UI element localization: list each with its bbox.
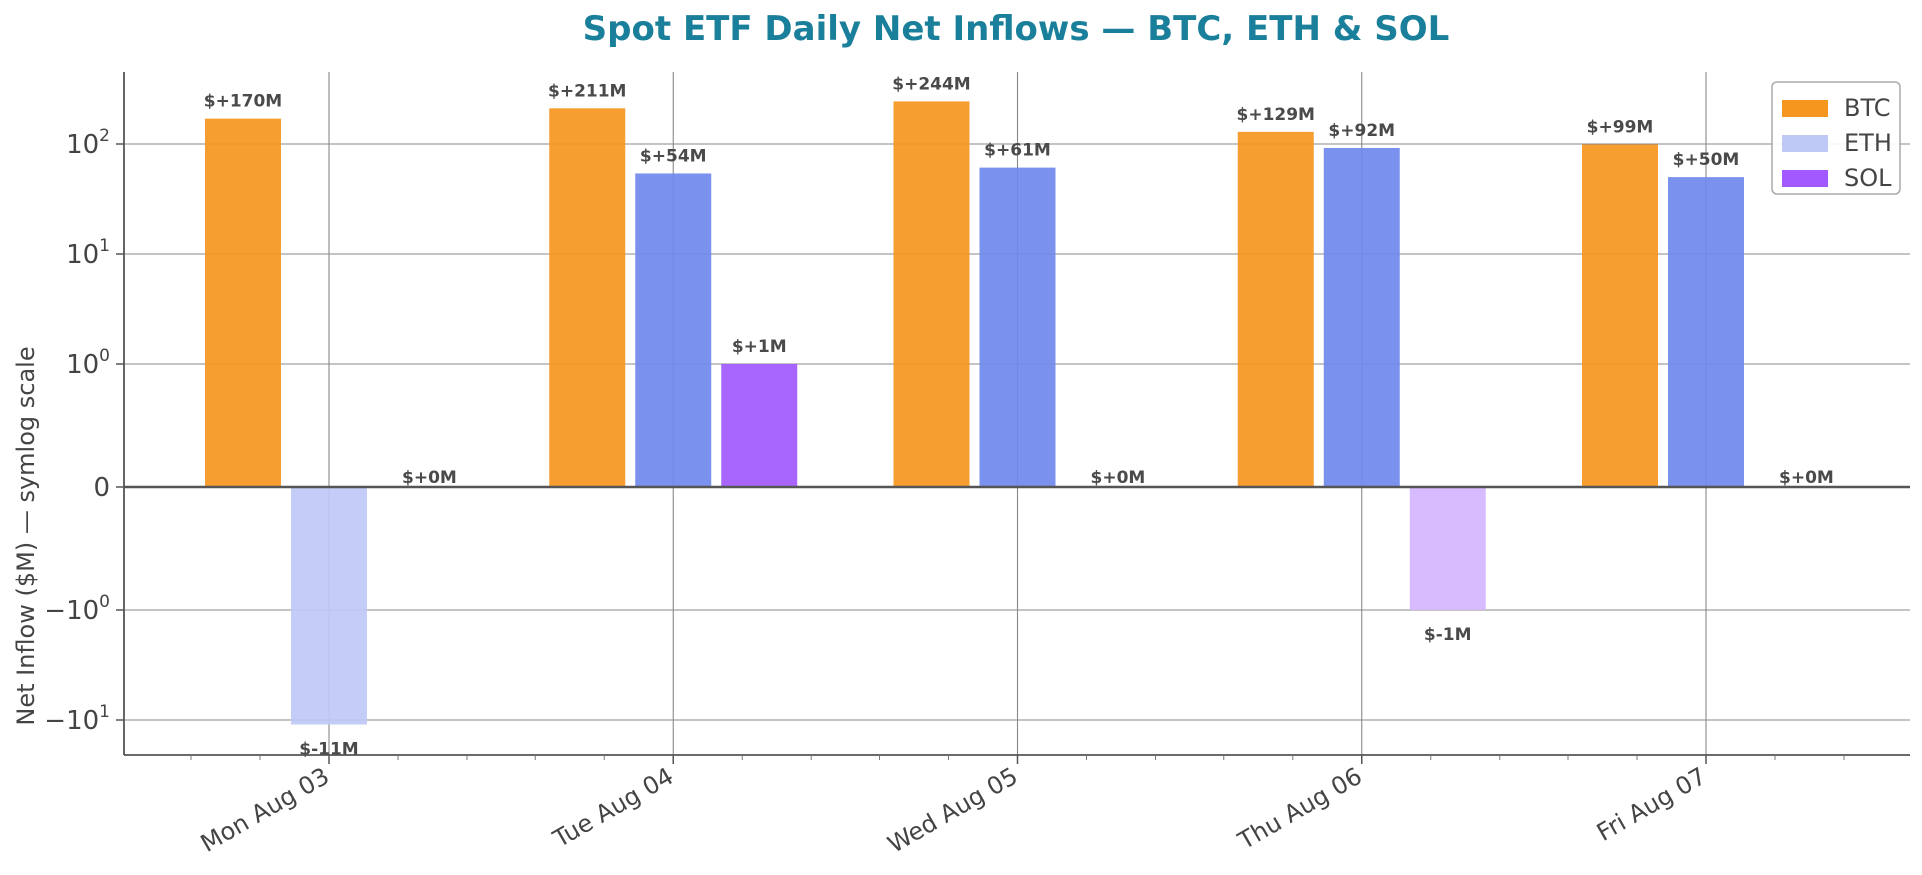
data-label: $+99M <box>1587 117 1654 137</box>
y-tick-label: 102 <box>66 126 110 160</box>
y-tick-label: −100 <box>44 592 110 626</box>
legend: BTC ETH SOL <box>1771 81 1901 195</box>
bar-eth <box>635 173 712 487</box>
x-tick-label: Wed Aug 05 <box>883 762 1023 859</box>
bar-btc <box>1237 131 1314 487</box>
legend-label-eth: ETH <box>1844 129 1892 157</box>
data-label: $+61M <box>984 141 1051 161</box>
data-label: $+129M <box>1237 105 1315 125</box>
chart-title: Spot ETF Daily Net Inflows — BTC, ETH & … <box>583 9 1450 49</box>
x-tick-label: Thu Aug 06 <box>1233 762 1367 856</box>
data-label: $-1M <box>1424 625 1472 645</box>
data-label: $+211M <box>548 81 626 101</box>
legend-swatch-sol <box>1782 170 1828 187</box>
data-label: $+1M <box>732 337 787 357</box>
x-tick-label: Tue Aug 04 <box>548 762 679 854</box>
bar-eth <box>291 487 367 725</box>
data-label: $+54M <box>640 146 707 166</box>
data-label: $+244M <box>892 74 970 94</box>
data-label: $+92M <box>1328 121 1395 141</box>
bar-eth <box>979 167 1056 488</box>
y-axis-label: Net Inflow ($M) — symlog scale <box>12 346 40 725</box>
bar-eth <box>1668 177 1744 488</box>
data-label: $+50M <box>1673 150 1740 170</box>
legend-label-btc: BTC <box>1844 94 1890 122</box>
data-label: $+0M <box>402 468 457 488</box>
bar-sol <box>1409 487 1486 610</box>
bar-btc <box>549 108 626 488</box>
bar-btc <box>893 101 970 487</box>
bar-btc <box>1582 144 1658 487</box>
y-tick-label: 0 <box>93 473 110 503</box>
data-label: $+0M <box>1091 468 1146 488</box>
data-label: $+170M <box>204 92 282 112</box>
y-tick-label: 100 <box>66 346 110 380</box>
legend-label-sol: SOL <box>1844 164 1892 192</box>
plot-area: $+170M$+211M $+244M$+129M$+99M$-11M$+54M $… <box>44 72 1910 859</box>
legend-swatch-eth <box>1782 135 1828 152</box>
y-tick-label: 101 <box>66 236 110 270</box>
x-tick-label: Mon Aug 03 <box>196 762 334 858</box>
bar-btc <box>205 118 281 487</box>
x-tick-label: Fri Aug 07 <box>1592 762 1711 847</box>
legend-swatch-btc <box>1782 100 1828 117</box>
data-label: $+0M <box>1779 468 1834 488</box>
y-tick-label: −101 <box>44 702 110 736</box>
bar-sol <box>721 364 798 487</box>
bar-eth <box>1323 147 1400 487</box>
